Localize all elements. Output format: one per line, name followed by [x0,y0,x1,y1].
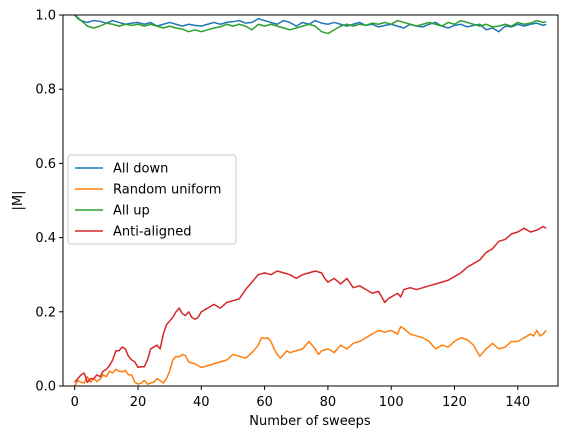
series-line-all-up [74,15,547,35]
x-tick-label: 20 [130,395,147,410]
y-tick-label: 0.4 [35,231,56,246]
legend-label: All down [113,162,168,177]
y-tick-label: 0.6 [35,157,56,172]
legend-label: All up [113,204,150,219]
y-tick-label: 1.0 [35,9,56,24]
series-line-anti-aligned [74,225,547,384]
x-tick-label: 140 [505,395,530,410]
x-tick-label: 60 [256,395,273,410]
x-axis-label: Number of sweeps [249,414,371,429]
series-line-random-uniform [74,325,547,386]
y-axis-label: |M| [11,191,26,211]
legend-label: Random uniform [113,183,221,198]
x-tick-label: 80 [320,395,337,410]
x-tick-label: 40 [193,395,210,410]
series-line-all-down [74,15,547,33]
y-axis: 0.0 0.2 0.4 0.6 0.8 1.0 [35,9,63,395]
y-tick-label: 0.0 [35,380,56,395]
legend-box [67,154,237,245]
legend-label: Anti-aligned [113,225,191,240]
x-axis: 0 20 40 60 80 100 120 140 [71,386,530,410]
y-tick-label: 0.8 [35,83,56,98]
y-tick-label: 0.2 [35,305,56,320]
x-tick-label: 120 [442,395,467,410]
x-tick-label: 100 [379,395,404,410]
x-tick-label: 0 [71,395,79,410]
axes-frame [62,14,559,387]
series-layer [74,15,547,386]
legend: All down Random uniform All up Anti-aligned [67,154,237,245]
